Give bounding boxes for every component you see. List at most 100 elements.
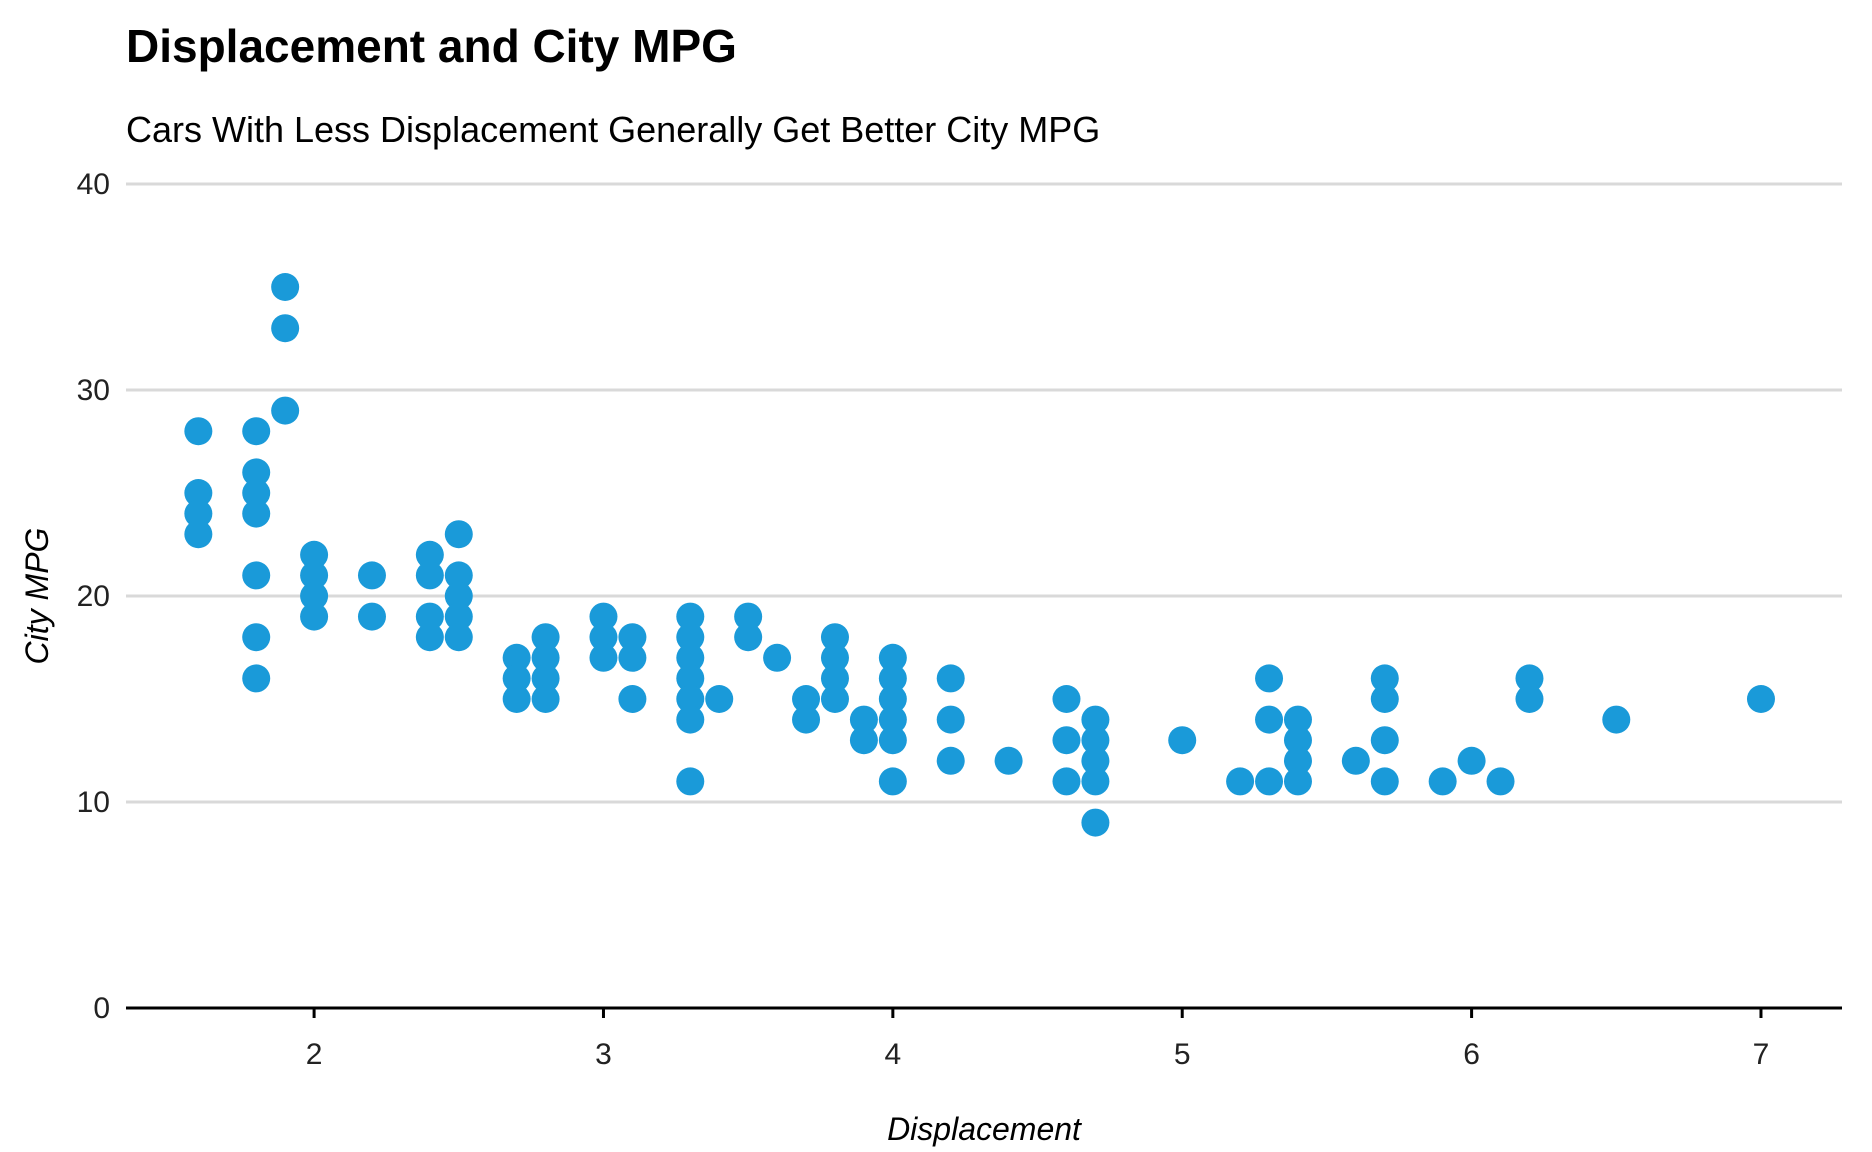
data-point: [242, 499, 271, 528]
data-point: [1515, 685, 1544, 713]
data-point: [705, 685, 734, 713]
data-point: [1746, 685, 1775, 713]
data-point: [1457, 746, 1486, 775]
y-tick-label: 20: [77, 580, 110, 613]
data-point: [1226, 767, 1255, 796]
data-point: [444, 520, 473, 549]
x-tick-label: 7: [1753, 1038, 1770, 1071]
data-point: [444, 602, 473, 631]
data-point: [1052, 726, 1081, 755]
data-point: [792, 685, 821, 713]
data-point: [357, 602, 386, 631]
data-point: [734, 623, 763, 652]
y-tick-label: 40: [77, 168, 110, 201]
data-point: [994, 746, 1023, 775]
x-tick-label: 6: [1463, 1038, 1480, 1071]
data-point: [1283, 705, 1312, 734]
data-point: [676, 705, 705, 734]
data-point: [792, 705, 821, 734]
data-point: [271, 314, 300, 343]
data-point: [676, 602, 705, 631]
data-point: [502, 664, 531, 693]
x-tick-label: 2: [306, 1038, 323, 1071]
data-point: [676, 643, 705, 672]
data-point: [1602, 705, 1631, 734]
data-point: [300, 582, 329, 610]
chart-title: Displacement and City MPG: [126, 20, 737, 72]
y-tick-label: 0: [93, 992, 110, 1025]
data-point: [1168, 726, 1197, 755]
data-point: [589, 623, 618, 652]
data-point: [531, 643, 560, 672]
data-point: [1255, 664, 1284, 693]
data-point: [676, 685, 705, 713]
y-tick-label: 30: [77, 374, 110, 407]
data-point: [502, 685, 531, 713]
x-tick-label: 4: [885, 1038, 902, 1071]
data-point: [1052, 767, 1081, 796]
data-point: [242, 623, 271, 652]
data-point: [676, 767, 705, 796]
y-tick-label: 10: [77, 786, 110, 819]
data-point: [1370, 664, 1399, 693]
data-point: [1081, 808, 1110, 837]
data-point: [878, 767, 907, 796]
data-point: [1370, 767, 1399, 796]
data-point: [849, 726, 878, 755]
x-axis-ticks: 2 3 4 5 6 7: [306, 1008, 1770, 1071]
data-point: [734, 602, 763, 631]
data-point: [184, 479, 213, 507]
x-tick-label: 5: [1174, 1038, 1191, 1071]
data-point: [357, 561, 386, 590]
data-point: [1370, 726, 1399, 755]
data-point: [878, 705, 907, 734]
data-point: [936, 705, 965, 734]
data-point: [444, 623, 473, 652]
data-point: [589, 643, 618, 672]
data-point: [1515, 664, 1544, 693]
data-point: [184, 520, 213, 549]
data-point: [300, 602, 329, 631]
data-point: [676, 664, 705, 693]
chart-subtitle: Cars With Less Displacement Generally Ge…: [126, 109, 1100, 150]
data-point: [271, 273, 300, 301]
data-point: [878, 685, 907, 713]
data-point: [1081, 767, 1110, 796]
data-point: [242, 561, 271, 590]
data-point: [444, 561, 473, 590]
data-point: [531, 623, 560, 652]
data-point: [936, 746, 965, 775]
data-point: [820, 643, 849, 672]
data-point: [502, 643, 531, 672]
data-point: [415, 602, 444, 631]
data-point: [936, 664, 965, 693]
data-point: [618, 623, 647, 652]
data-point: [763, 643, 792, 672]
y-axis-title: City MPG: [19, 528, 55, 665]
data-point: [415, 540, 444, 569]
gridlines: [126, 182, 1842, 804]
data-point: [618, 643, 647, 672]
data-point: [820, 664, 849, 693]
data-point: [676, 623, 705, 652]
data-point: [1283, 767, 1312, 796]
data-point: [878, 643, 907, 672]
data-point: [1255, 767, 1284, 796]
data-point: [589, 602, 618, 631]
data-point: [1255, 705, 1284, 734]
data-point: [242, 417, 271, 446]
data-point: [184, 499, 213, 528]
y-axis-ticks: 0 10 20 30 40: [77, 168, 110, 1025]
data-point: [1370, 685, 1399, 713]
data-point: [242, 458, 271, 487]
data-point: [444, 582, 473, 610]
x-axis-title: Displacement: [887, 1111, 1082, 1147]
data-point: [1283, 746, 1312, 775]
data-point: [1283, 726, 1312, 755]
x-tick-label: 3: [595, 1038, 612, 1071]
data-points: [184, 273, 1775, 837]
data-point: [618, 685, 647, 713]
data-point: [1081, 746, 1110, 775]
data-point: [820, 623, 849, 652]
